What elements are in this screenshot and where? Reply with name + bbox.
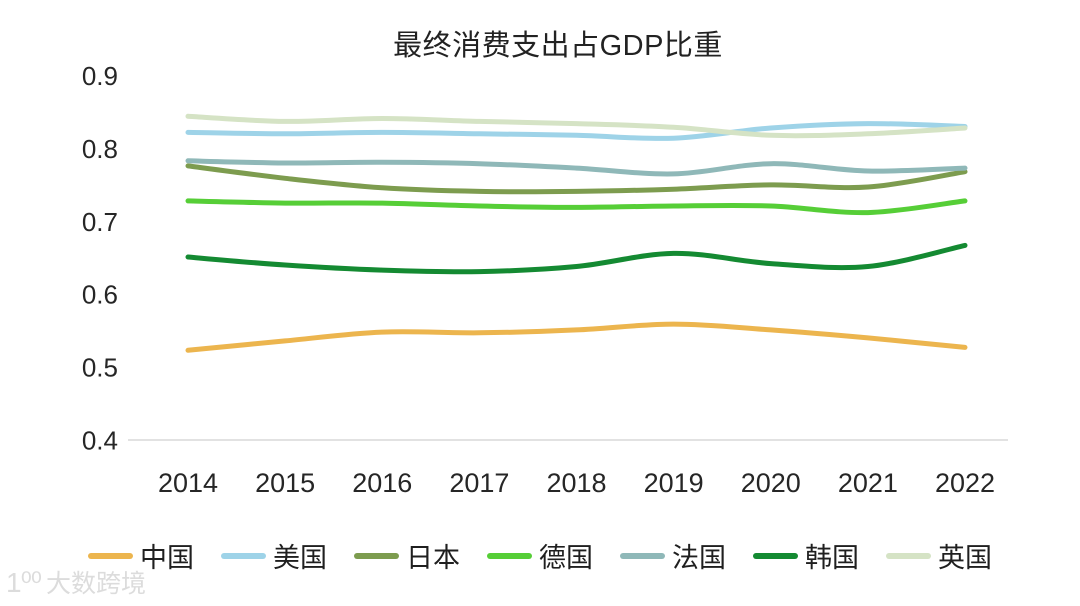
legend-item-france: 法国 xyxy=(620,536,726,575)
legend-swatch-korea xyxy=(753,552,798,559)
watermark-text: 大数跨境 xyxy=(46,570,147,598)
legend-swatch-uk xyxy=(886,552,931,559)
legend-label-germany: 德国 xyxy=(539,543,593,573)
legend-swatch-france xyxy=(620,552,665,559)
legend-label-france: 法国 xyxy=(672,543,726,573)
x-axis-tick-label: 2021 xyxy=(838,468,898,498)
series-line-france xyxy=(185,158,968,177)
x-axis-tick-label: 2019 xyxy=(644,468,704,498)
y-axis-tick-label: 0.7 xyxy=(82,207,118,237)
x-axis-tick-label: 2022 xyxy=(935,468,995,498)
legend-label-uk: 英国 xyxy=(938,543,992,573)
legend-item-japan: 日本 xyxy=(354,536,460,575)
x-axis-tick-label: 2014 xyxy=(158,468,218,498)
y-axis-tick-label: 0.6 xyxy=(82,280,118,310)
chart-title: 最终消费支出占GDP比重 xyxy=(393,30,723,62)
legend-item-china: 中国 xyxy=(88,536,194,575)
legend-label-korea: 韩国 xyxy=(805,543,859,573)
chart-legend: 中国 美国 日本 德国 法国 韩国 英国 xyxy=(0,536,1080,575)
series-line-uk xyxy=(185,113,968,139)
legend-label-china: 中国 xyxy=(140,543,194,573)
legend-swatch-germany xyxy=(487,552,532,559)
series-line-korea xyxy=(185,242,968,275)
y-axis-tick-label: 0.8 xyxy=(82,134,118,164)
series-line-japan xyxy=(185,163,968,195)
series-line-china xyxy=(185,321,968,353)
x-axis-tick-label: 2020 xyxy=(741,468,801,498)
watermark-logo-icon: 1⁰⁰ xyxy=(6,567,42,598)
legend-swatch-usa xyxy=(221,552,266,559)
legend-label-japan: 日本 xyxy=(406,543,460,573)
watermark: 1⁰⁰ 大数跨境 xyxy=(6,564,146,600)
legend-item-uk: 英国 xyxy=(886,536,992,575)
legend-label-usa: 美国 xyxy=(273,543,327,573)
x-axis-tick-label: 2017 xyxy=(449,468,509,498)
series-line-usa xyxy=(185,121,968,141)
series-line-germany xyxy=(185,198,968,216)
x-axis-tick-label: 2016 xyxy=(352,468,412,498)
legend-swatch-japan xyxy=(354,552,399,559)
y-axis-tick-label: 0.5 xyxy=(82,353,118,383)
legend-item-usa: 美国 xyxy=(221,536,327,575)
legend-item-germany: 德国 xyxy=(487,536,593,575)
y-axis-tick-label: 0.4 xyxy=(82,426,118,456)
y-axis-tick-label: 0.9 xyxy=(82,61,118,91)
legend-swatch-china xyxy=(88,552,133,559)
x-axis-tick-label: 2018 xyxy=(546,468,606,498)
legend-item-korea: 韩国 xyxy=(753,536,859,575)
x-axis-tick-label: 2015 xyxy=(255,468,315,498)
